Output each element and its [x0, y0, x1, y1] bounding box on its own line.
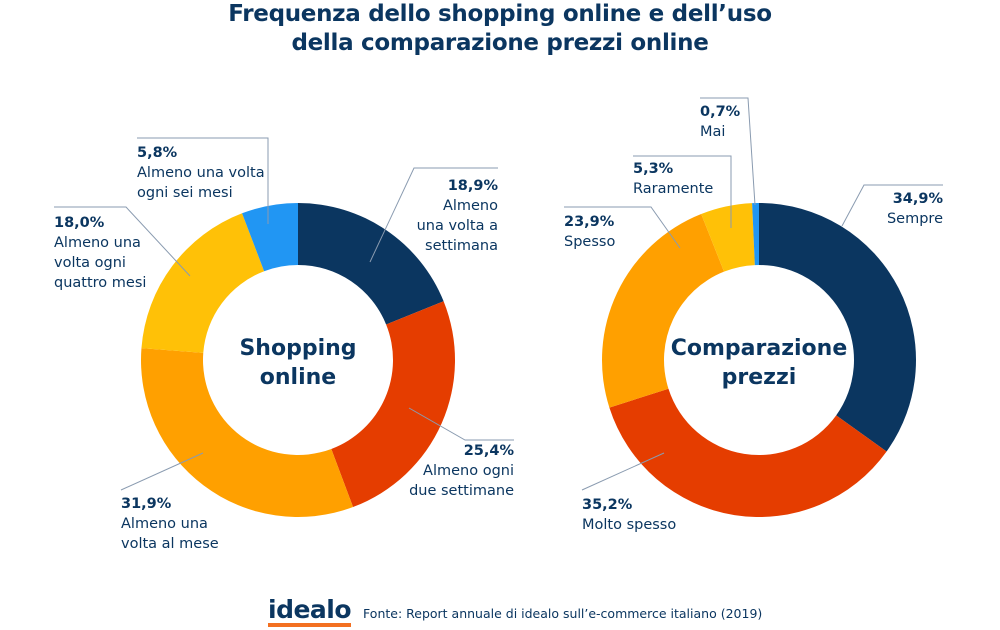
donut-slice	[298, 203, 444, 325]
slice-category-label: Almeno una	[121, 516, 208, 532]
donut-chart-2: 34,9% Sempre 35,2% Molto spesso 23,9% Spesso 5…	[564, 97, 944, 533]
slice-percent-label: 25,4%	[464, 443, 515, 459]
slice-category-label: Almeno ogni	[423, 463, 514, 479]
slice-percent-label: 5,8%	[137, 145, 178, 161]
slice-percent-label: 23,9%	[564, 214, 615, 230]
leader-line	[369, 167, 498, 263]
donut-center-label: Shopping	[239, 336, 356, 361]
slice-category-label: ogni sei mesi	[137, 185, 233, 201]
slice-category-label: una volta a	[417, 218, 498, 234]
chart-title-line-1: Frequenza dello shopping online e dell’u…	[228, 1, 772, 27]
donut-slice	[609, 388, 887, 517]
slice-category-label: Mai	[700, 124, 725, 140]
slice-category-label: quattro mesi	[54, 275, 146, 291]
slice-category-label: Almeno una volta	[137, 165, 265, 181]
leader-line	[120, 452, 204, 491]
source-note: Fonte: Report annuale di idealo sull’e-c…	[363, 606, 763, 621]
leader-line	[54, 206, 191, 277]
slice-category-label: Raramente	[633, 181, 713, 197]
leader-line	[633, 155, 732, 228]
footer: idealo Fonte: Report annuale di idealo s…	[268, 596, 762, 630]
donut-center-label: prezzi	[722, 365, 797, 390]
leader-line	[408, 407, 514, 441]
slice-percent-label: 34,9%	[893, 191, 944, 207]
donut-slice	[752, 203, 759, 266]
leader-line	[581, 452, 665, 491]
slice-category-label: volta al mese	[121, 536, 219, 552]
donut-slice	[701, 203, 755, 272]
slice-category-label: volta ogni	[54, 255, 126, 271]
slice-category-label: Almeno	[443, 198, 498, 214]
chart-title: Frequenza dello shopping online e dell’u…	[0, 0, 1000, 58]
slice-category-label: Spesso	[564, 234, 615, 250]
leader-line	[841, 184, 943, 227]
donut-slice	[141, 213, 265, 353]
donut-slice	[759, 203, 916, 452]
donut-slice	[331, 301, 455, 508]
leader-line	[137, 137, 269, 224]
slice-category-label: due settimane	[409, 483, 514, 499]
donut-chart-1: 18,9% Almeno una volta a settimana 25,4% Alme…	[54, 137, 515, 552]
slice-category-label: Molto spesso	[582, 517, 676, 533]
slice-category-label: settimana	[425, 238, 498, 254]
leader-line	[564, 206, 681, 249]
donut-slice	[602, 214, 725, 408]
slice-percent-label: 18,0%	[54, 215, 105, 231]
donut-slice	[242, 203, 298, 272]
slice-percent-label: 31,9%	[121, 496, 172, 512]
leader-line	[700, 97, 756, 206]
donut-center-label: online	[260, 365, 336, 390]
slice-category-label: Almeno una	[54, 235, 141, 251]
donut-center-label: Comparazione	[671, 336, 848, 361]
slice-percent-label: 5,3%	[633, 161, 674, 177]
slice-category-label: Sempre	[887, 211, 943, 227]
slice-percent-label: 0,7%	[700, 104, 741, 120]
slice-percent-label: 35,2%	[582, 497, 633, 513]
idealo-logo: idealo	[268, 596, 352, 627]
slice-percent-label: 18,9%	[448, 178, 499, 194]
donut-slice	[141, 348, 354, 517]
chart-title-line-2: della comparazione prezzi online	[291, 30, 709, 56]
